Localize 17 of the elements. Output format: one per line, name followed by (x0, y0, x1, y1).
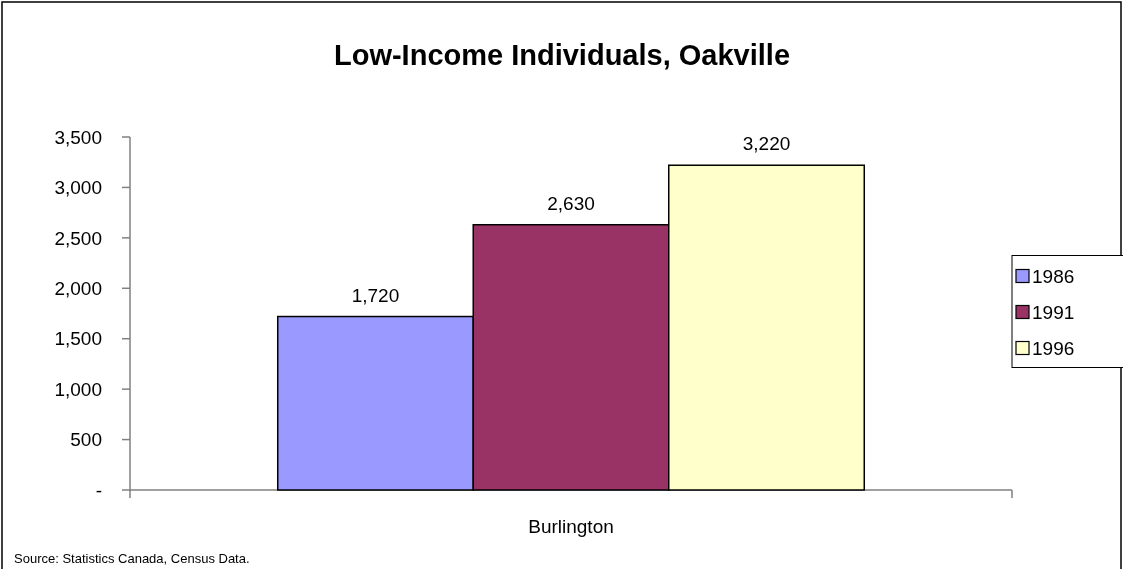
legend-label: 1986 (1032, 265, 1075, 287)
data-label: 2,630 (547, 192, 595, 214)
y-tick-label: 3,500 (54, 126, 102, 148)
y-tick-label: 2,000 (54, 277, 102, 299)
source-note: Source: Statistics Canada, Census Data. (14, 551, 250, 566)
y-tick-label: - (95, 479, 102, 501)
data-label: 1,720 (351, 284, 400, 306)
y-tick-label: 500 (70, 429, 102, 451)
chart-title: Low-Income Individuals, Oakville (333, 39, 791, 71)
legend-label: 1991 (1032, 301, 1075, 323)
data-label: 3,220 (742, 133, 791, 155)
legend-label: 1996 (1032, 337, 1075, 359)
y-tick-label: 3,000 (54, 177, 102, 199)
x-tick-label: Burlington (528, 516, 614, 537)
y-tick-label: 1,000 (54, 378, 102, 400)
y-tick-label: 2,500 (54, 227, 102, 249)
y-tick-label: 1,500 (54, 328, 102, 350)
